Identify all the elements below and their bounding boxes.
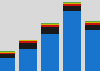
Bar [41,25,59,27]
Bar [85,25,100,30]
Bar [85,21,100,22]
Bar [19,49,37,71]
Bar [0,51,15,52]
Bar [63,2,81,3]
Bar [63,3,81,4]
Bar [19,43,37,49]
Bar [85,22,100,23]
Bar [19,40,37,41]
Bar [63,11,81,71]
Bar [0,54,15,58]
Bar [41,27,59,34]
Bar [19,41,37,43]
Bar [85,23,100,25]
Bar [41,34,59,71]
Bar [63,6,81,11]
Bar [41,23,59,24]
Bar [0,58,15,71]
Bar [63,4,81,6]
Bar [0,52,15,54]
Bar [85,30,100,71]
Bar [41,24,59,25]
